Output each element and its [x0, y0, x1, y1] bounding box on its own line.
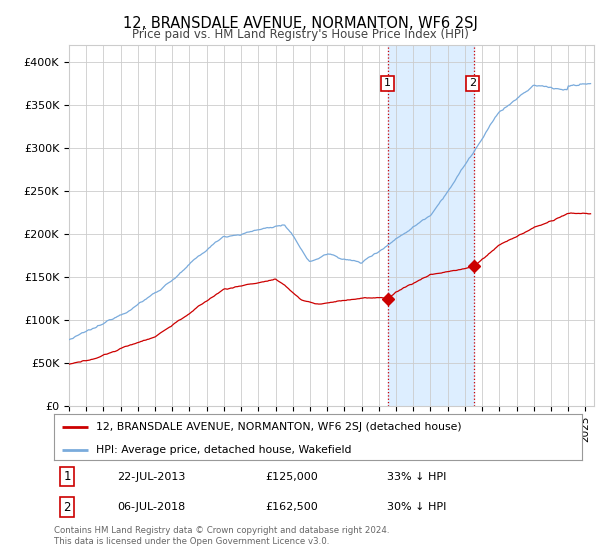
- Text: 2: 2: [469, 78, 476, 88]
- Text: 22-JUL-2013: 22-JUL-2013: [118, 472, 186, 482]
- Text: 2: 2: [64, 501, 71, 514]
- Text: 12, BRANSDALE AVENUE, NORMANTON, WF6 2SJ (detached house): 12, BRANSDALE AVENUE, NORMANTON, WF6 2SJ…: [96, 422, 462, 432]
- Text: 1: 1: [64, 470, 71, 483]
- Text: HPI: Average price, detached house, Wakefield: HPI: Average price, detached house, Wake…: [96, 445, 352, 455]
- Bar: [388, 45, 473, 406]
- Text: 06-JUL-2018: 06-JUL-2018: [118, 502, 185, 512]
- Text: 12, BRANSDALE AVENUE, NORMANTON, WF6 2SJ: 12, BRANSDALE AVENUE, NORMANTON, WF6 2SJ: [122, 16, 478, 31]
- Text: 1: 1: [384, 78, 391, 88]
- Text: £162,500: £162,500: [265, 502, 318, 512]
- Text: 30% ↓ HPI: 30% ↓ HPI: [386, 502, 446, 512]
- Text: £125,000: £125,000: [265, 472, 318, 482]
- Text: 33% ↓ HPI: 33% ↓ HPI: [386, 472, 446, 482]
- Text: Contains HM Land Registry data © Crown copyright and database right 2024.
This d: Contains HM Land Registry data © Crown c…: [54, 526, 389, 546]
- Text: Price paid vs. HM Land Registry's House Price Index (HPI): Price paid vs. HM Land Registry's House …: [131, 28, 469, 41]
